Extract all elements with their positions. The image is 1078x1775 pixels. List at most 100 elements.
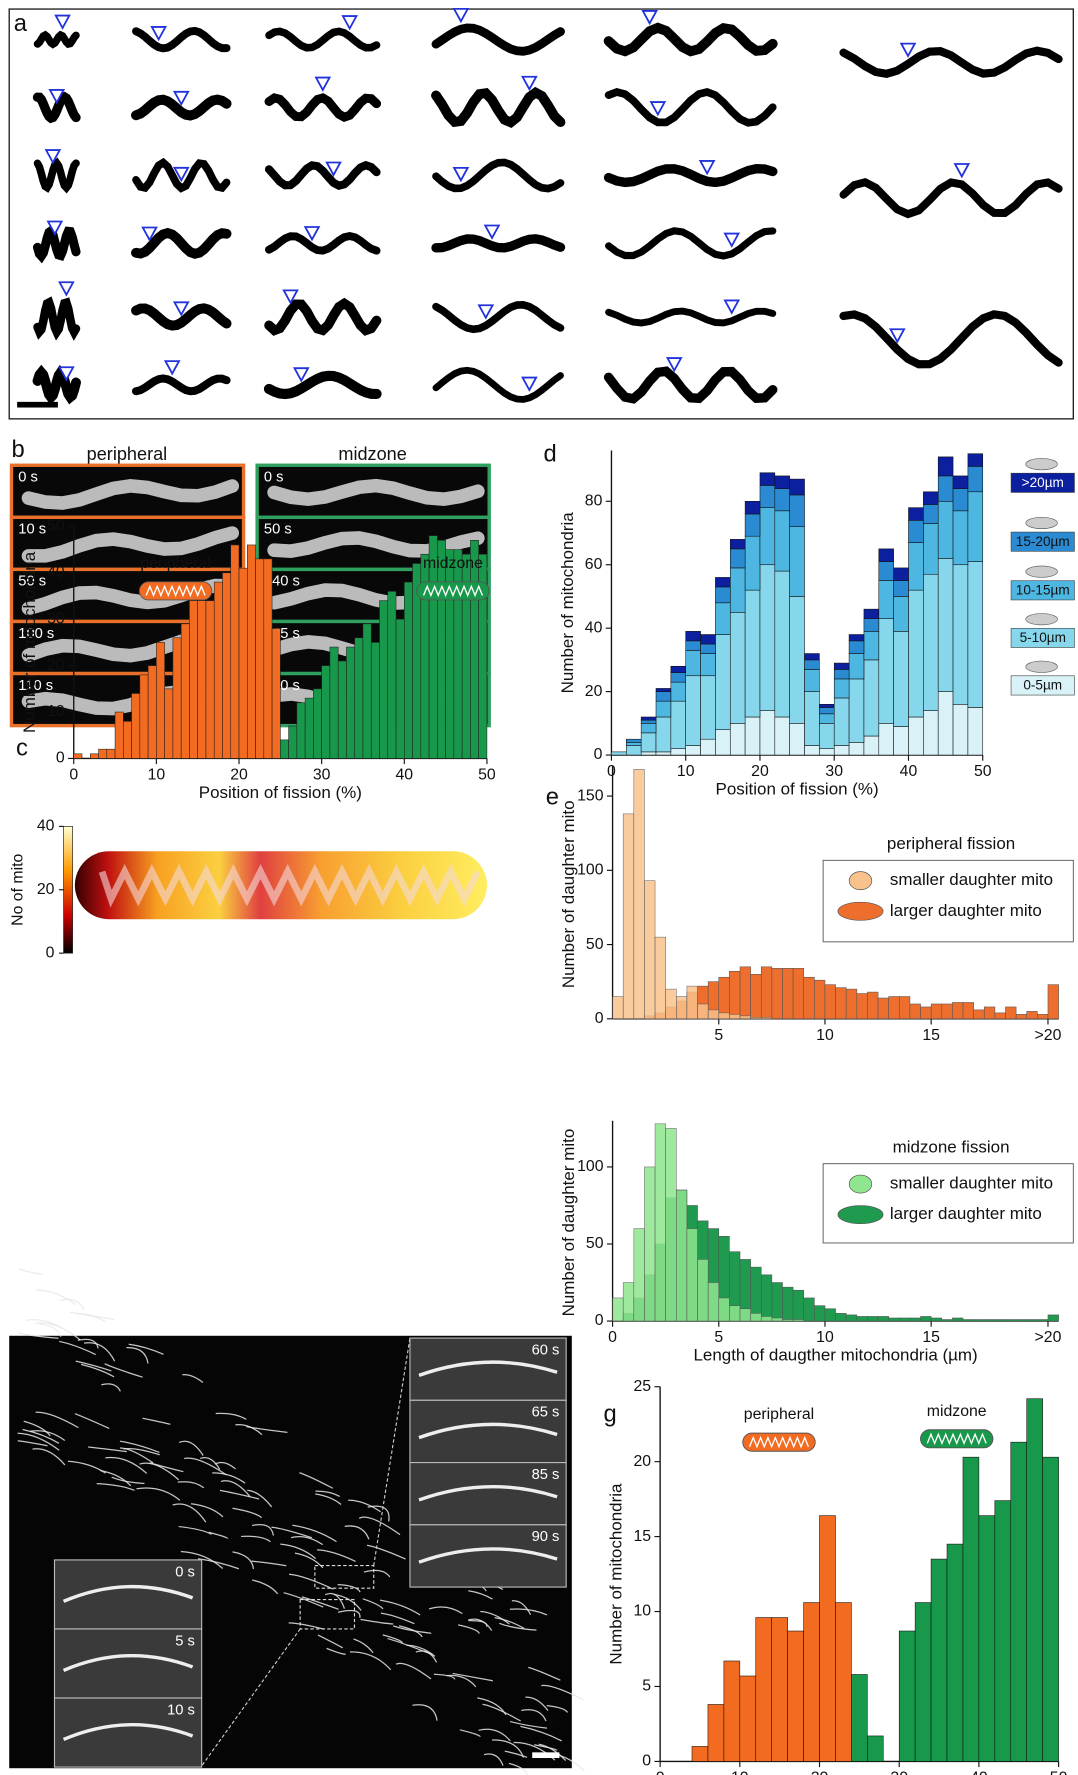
network-filament [324,1592,346,1609]
y-tick-label: 100 [577,1158,604,1175]
network-filament [353,1638,374,1654]
legend-label: smaller daughter mito [890,1174,1053,1193]
bar [744,501,761,515]
network-filament [541,1684,584,1701]
bar [213,581,223,759]
network-filament [101,1383,121,1392]
time-label: 240 s [264,574,300,590]
network-filament [84,1342,116,1362]
network-filament [344,1525,370,1540]
y-axis-label: Number of mitochondria [558,512,577,694]
bar [848,678,865,743]
mitochondrion [839,310,1063,369]
network-filament [480,1610,510,1625]
bar [819,1515,836,1762]
bar [863,631,880,661]
bar [612,1297,624,1322]
network-filament [77,1338,99,1349]
bar [98,748,108,759]
fission-marker [888,328,906,344]
network-filament [366,1544,406,1560]
time-label: 0 s [264,470,284,486]
bar [622,1282,635,1322]
network-filament [288,1573,334,1590]
bar [729,1305,741,1322]
inset-signal [62,1723,194,1742]
mito-cristae [145,584,206,598]
network-filament [126,1347,149,1364]
fission-marker [303,226,321,242]
legend-title: midzone fission [893,1137,1010,1156]
bar [994,1319,1006,1322]
bar [691,1746,709,1762]
bar [1005,1006,1017,1020]
bar [782,1319,794,1322]
bar [930,1003,943,1020]
mitochondrion [33,30,80,49]
mitochondrion [33,296,81,341]
bar [172,637,182,759]
network-filament [105,1456,148,1474]
x-tick-label: 10 [816,1027,834,1044]
x-tick-label: 30 [313,767,331,784]
bar [994,1012,1006,1020]
colorbar-label: No of mito [9,854,26,926]
micrograph-signal [267,478,485,507]
network-filament [232,1551,255,1570]
time-label: 65 s [532,1405,560,1421]
bar [967,561,984,708]
fission-marker [282,289,299,305]
legend-icon [1025,458,1058,471]
bar [771,1282,783,1322]
bar [654,936,666,1020]
network-filament [508,1762,529,1775]
bar [771,968,783,1020]
network-filament [199,1456,221,1470]
bar [824,1308,836,1322]
time-label: 50 s [18,574,46,590]
bar [888,996,900,1020]
bar [700,653,716,677]
bar [255,558,265,759]
panel-letter: a [14,10,28,37]
mito-cristae [98,864,481,908]
mitochondrion [431,23,565,56]
bar [670,700,686,749]
series-label: midzone [927,1403,987,1420]
bar [387,591,397,759]
bar [1026,1398,1043,1762]
bar [271,628,281,759]
network-filament [538,1743,567,1761]
bar [655,691,672,702]
bar [833,678,850,699]
network-filament [80,1363,115,1378]
x-tick-label: 10 [816,1329,834,1346]
mitochondrion [33,157,80,194]
bar [379,600,389,759]
bar [715,586,731,604]
bar [676,1189,688,1322]
legend-label: >20µm [1022,475,1064,490]
time-label: 10 s [167,1702,195,1718]
network-filament [128,1343,164,1355]
bar [707,1009,720,1020]
bar [803,976,815,1020]
legend-swatch [837,901,884,921]
bar [759,710,776,756]
bar [633,1228,645,1322]
bar [952,704,969,756]
mitochondrion [264,160,381,190]
network-filament [18,1332,59,1339]
bar [750,1266,762,1322]
series-label: peripheral [744,1406,814,1423]
time-label: 90 s [532,1529,560,1545]
bar [789,494,805,527]
network-filament [74,1413,110,1429]
bar [923,523,939,575]
network-filament [358,1516,401,1536]
x-tick-label: 0 [607,763,616,780]
y-axis-label: Number of mitochondria [607,1483,626,1665]
network-filament [252,1579,279,1595]
x-tick-label: 15 [922,1027,940,1044]
